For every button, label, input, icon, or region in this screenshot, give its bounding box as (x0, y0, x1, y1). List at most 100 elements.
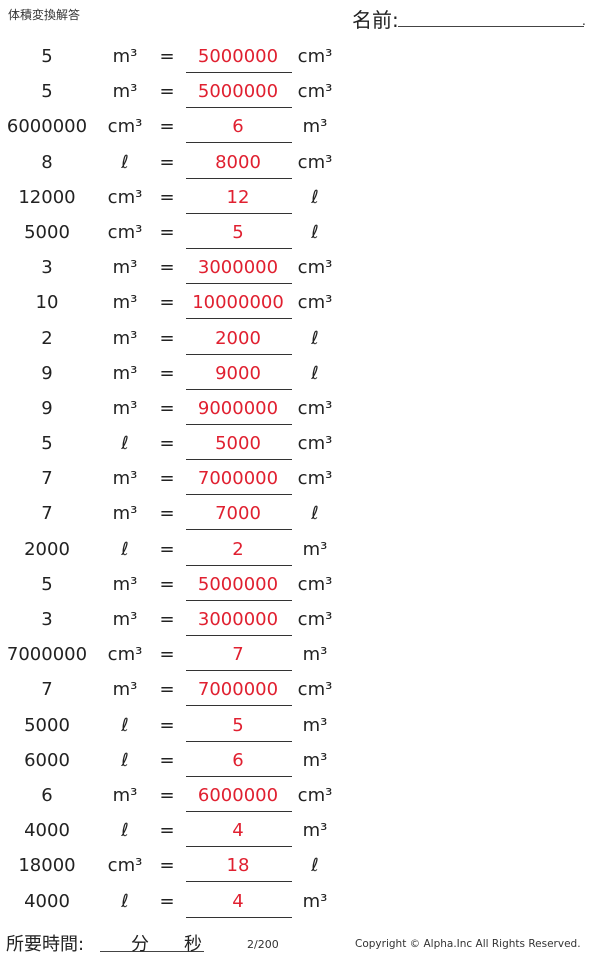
answer-unit: cm³ (297, 46, 333, 67)
question-unit: m³ (112, 503, 138, 525)
equals-sign: = (159, 609, 175, 630)
copyright: Copyright © Alpha.Inc All Rights Reserve… (355, 938, 581, 950)
question-value: 2000 (24, 538, 70, 560)
question-unit: m³ (112, 292, 138, 314)
question-unit: m³ (112, 362, 138, 384)
answer-value: 9000 (215, 362, 261, 384)
question-unit: m³ (112, 327, 138, 349)
answer-value: 5 (232, 221, 244, 243)
question-unit: ℓ (121, 890, 129, 912)
answer-line (186, 283, 292, 285)
equals-sign: = (159, 679, 175, 701)
equals-sign: = (159, 714, 175, 736)
equals-sign: = (159, 151, 175, 173)
answer-value: 7000000 (197, 679, 279, 701)
answer-line (186, 564, 292, 566)
problem-row: 6000 ℓ = 6 m³ (0, 744, 600, 779)
question-unit: m³ (112, 573, 138, 595)
problem-row: 9 m³ = 9000000 cm³ (0, 392, 600, 427)
answer-line (186, 775, 292, 777)
answer-value: 5 (232, 714, 244, 736)
answer-unit: cm³ (297, 257, 333, 279)
question-unit: ℓ (121, 714, 129, 736)
problem-row: 12000 cm³ = 12 ℓ (0, 181, 600, 216)
answer-value: 6 (232, 116, 244, 138)
seconds-label: 秒 (184, 934, 202, 955)
problem-row: 4000 ℓ = 4 m³ (0, 885, 600, 920)
question-value: 5000 (24, 221, 70, 243)
question-value: 4000 (24, 820, 70, 842)
problem-row: 6000000 cm³ = 6 m³ (0, 110, 600, 145)
answer-unit: m³ (302, 538, 328, 560)
answer-line (186, 635, 292, 636)
answer-unit: m³ (302, 749, 328, 771)
sheet-title: 体積変換解答 (8, 8, 81, 22)
problem-row: 2000 ℓ = 2 m³ (0, 533, 600, 568)
answer-line (186, 881, 292, 883)
question-unit: m³ (112, 609, 138, 630)
question-unit: cm³ (107, 116, 143, 138)
question-value: 5 (41, 433, 53, 455)
answer-unit: ℓ (311, 221, 319, 243)
answer-line (186, 916, 292, 918)
question-unit: m³ (112, 257, 138, 279)
question-unit: m³ (112, 784, 138, 806)
problem-list: 5 m³ = 5000000 cm³ 5 m³ = 5000000 cm³ 6000000 cm³ = 6… (0, 40, 600, 920)
question-value: 9 (41, 397, 53, 419)
time-label: 所要時間: (6, 934, 85, 955)
question-value: 7 (41, 503, 53, 525)
question-value: 18000 (18, 855, 76, 877)
name-label: 名前: (352, 8, 399, 32)
equals-sign: = (159, 855, 175, 877)
question-value: 5 (41, 573, 53, 595)
problem-row: 10 m³ = 10000000 cm³ (0, 286, 600, 321)
answer-value: 2000 (215, 327, 261, 349)
equals-sign: = (159, 327, 175, 349)
answer-value: 6000000 (197, 784, 279, 806)
question-unit: cm³ (107, 855, 143, 877)
equals-sign: = (159, 46, 175, 67)
answer-line (186, 423, 292, 425)
answer-line (186, 670, 292, 672)
question-value: 9 (41, 362, 53, 384)
answer-value: 7000 (215, 503, 261, 525)
answer-unit: ℓ (311, 855, 319, 877)
problem-row: 3 m³ = 3000000 cm³ (0, 603, 600, 638)
problem-row: 5 m³ = 5000000 cm³ (0, 75, 600, 110)
question-value: 6000000 (6, 116, 88, 138)
answer-unit: cm³ (297, 151, 333, 173)
answer-unit: cm³ (297, 784, 333, 806)
answer-unit: cm³ (297, 81, 333, 103)
problem-row: 5000 cm³ = 5 ℓ (0, 216, 600, 251)
question-value: 3 (41, 257, 53, 279)
answer-value: 12 (226, 186, 250, 208)
question-unit: ℓ (121, 749, 129, 771)
answer-line (186, 705, 292, 707)
answer-unit: cm³ (297, 292, 333, 314)
equals-sign: = (159, 749, 175, 771)
answer-value: 5000000 (197, 573, 279, 595)
problem-row: 2 m³ = 2000 ℓ (0, 322, 600, 357)
answer-unit: m³ (302, 714, 328, 736)
equals-sign: = (159, 433, 175, 455)
problem-row: 7 m³ = 7000 ℓ (0, 497, 600, 532)
problem-row: 7 m³ = 7000000 cm³ (0, 673, 600, 708)
question-value: 12000 (18, 186, 76, 208)
problem-row: 3 m³ = 3000000 cm³ (0, 251, 600, 286)
answer-unit: m³ (302, 644, 328, 666)
answer-value: 3000000 (197, 609, 279, 630)
answer-unit: cm³ (297, 397, 333, 419)
name-end-dot: . (582, 14, 586, 28)
answer-unit: m³ (302, 116, 328, 138)
question-unit: m³ (112, 679, 138, 701)
question-value: 6 (41, 784, 53, 806)
answer-line (186, 212, 292, 214)
problem-row: 5 m³ = 5000000 cm³ (0, 40, 600, 75)
equals-sign: = (159, 221, 175, 243)
equals-sign: = (159, 503, 175, 525)
answer-unit: m³ (302, 820, 328, 842)
equals-sign: = (159, 81, 175, 103)
equals-sign: = (159, 573, 175, 595)
answer-line (186, 846, 292, 848)
question-unit: m³ (112, 81, 138, 103)
